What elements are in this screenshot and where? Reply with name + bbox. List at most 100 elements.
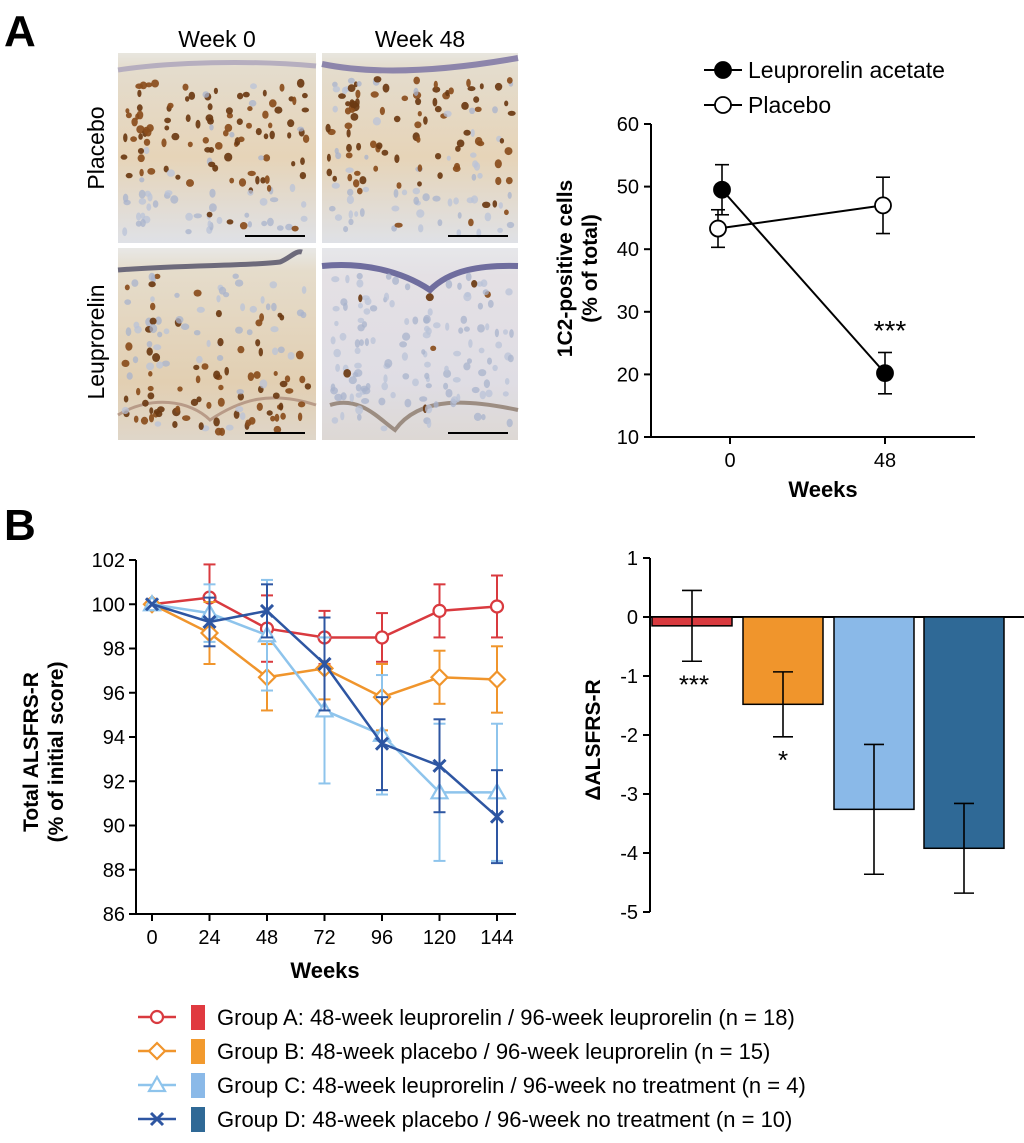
- micrograph-leuprorelin-week0: [117, 248, 317, 440]
- cell-nucleus: [215, 142, 223, 150]
- cell-nucleus: [434, 105, 442, 113]
- cell-nucleus: [507, 110, 516, 116]
- marker-x: [432, 758, 447, 773]
- cell-nucleus: [504, 209, 509, 216]
- cell-nucleus: [139, 177, 145, 183]
- cell-nucleus: [470, 129, 475, 137]
- cell-nucleus: [466, 78, 471, 88]
- micrograph-placebo-week0: [117, 53, 317, 243]
- cell-nucleus: [163, 165, 169, 173]
- cell-nucleus: [266, 184, 272, 192]
- cell-nucleus: [452, 165, 461, 172]
- cell-nucleus: [208, 147, 215, 153]
- cell-nucleus: [146, 341, 153, 348]
- cell-nucleus: [443, 110, 452, 118]
- cell-nucleus: [465, 272, 472, 282]
- legend-label: Group D: 48-week placebo / 96-week no tr…: [217, 1107, 792, 1132]
- cell-nucleus: [414, 121, 422, 129]
- cell-nucleus: [455, 145, 461, 152]
- cell-nucleus: [217, 397, 225, 407]
- cell-nucleus: [502, 391, 509, 397]
- cell-nucleus: [138, 198, 147, 205]
- cell-nucleus: [147, 385, 154, 392]
- cell-nucleus: [139, 81, 148, 90]
- cell-nucleus: [478, 347, 485, 354]
- cell-nucleus: [213, 417, 220, 427]
- cell-nucleus: [456, 393, 461, 403]
- cell-nucleus: [352, 372, 359, 378]
- cell-nucleus: [269, 130, 275, 140]
- cell-nucleus: [255, 128, 262, 136]
- cell-nucleus: [297, 401, 306, 408]
- chart-b-line: 86 88 90 92 94 96 98 100 102 0 24 48 72 96 120 144 Weeks…: [20, 550, 516, 983]
- cell-nucleus: [193, 289, 202, 297]
- cell-nucleus: [277, 346, 285, 354]
- cell-nucleus: [121, 359, 130, 367]
- cell-nucleus: [390, 391, 396, 399]
- series-line-0: [721, 189, 886, 374]
- cell-nucleus: [196, 396, 202, 403]
- cell-nucleus: [474, 137, 483, 146]
- cell-nucleus: [155, 316, 162, 325]
- cell-nucleus: [364, 297, 372, 306]
- cell-nucleus: [362, 186, 370, 193]
- cell-nucleus: [164, 117, 172, 124]
- cell-nucleus: [238, 178, 247, 187]
- cell-nucleus: [467, 358, 472, 364]
- cell-nucleus: [443, 382, 449, 390]
- cell-nucleus: [146, 203, 152, 211]
- cell-nucleus: [255, 339, 261, 347]
- cell-nucleus: [216, 295, 221, 303]
- cell-nucleus: [345, 152, 353, 159]
- cell-nucleus: [494, 82, 503, 91]
- cell-nucleus: [357, 413, 362, 421]
- cell-nucleus: [198, 422, 204, 430]
- cell-nucleus: [149, 317, 157, 325]
- cell-nucleus: [356, 272, 363, 280]
- cell-nucleus: [246, 122, 252, 129]
- cell-nucleus: [136, 125, 145, 134]
- cell-nucleus: [485, 323, 490, 331]
- cell-nucleus: [133, 415, 139, 423]
- y-tick-label: 86: [103, 904, 125, 926]
- cell-nucleus: [224, 123, 233, 132]
- cell-nucleus: [448, 87, 454, 95]
- cell-nucleus: [273, 425, 282, 434]
- cell-nucleus: [217, 338, 224, 347]
- cell-nucleus: [239, 412, 246, 420]
- cell-nucleus: [370, 140, 377, 149]
- cell-nucleus: [499, 138, 505, 144]
- cell-nucleus: [334, 214, 343, 221]
- cell-nucleus: [444, 365, 449, 372]
- cell-nucleus: [413, 196, 420, 205]
- cell-nucleus: [463, 362, 471, 371]
- cell-nucleus: [468, 339, 473, 348]
- x-tick-label: 0: [146, 927, 157, 949]
- cell-nucleus: [424, 325, 430, 332]
- cell-nucleus: [456, 229, 462, 237]
- cell-nucleus: [460, 315, 468, 324]
- cell-nucleus: [509, 329, 514, 338]
- cell-nucleus: [207, 103, 213, 111]
- cell-nucleus: [213, 87, 218, 95]
- cell-nucleus: [394, 154, 400, 163]
- cell-nucleus: [263, 154, 271, 162]
- cell-nucleus: [284, 375, 291, 383]
- cell-nucleus: [271, 302, 277, 312]
- cell-nucleus: [134, 325, 142, 334]
- cell-nucleus: [259, 379, 268, 389]
- cell-nucleus: [425, 383, 432, 389]
- cell-nucleus: [170, 195, 179, 204]
- cell-nucleus: [193, 364, 200, 371]
- cell-nucleus: [261, 220, 268, 227]
- y-tick-label: 10: [617, 427, 639, 449]
- y-axis-title: 1C2-positive cells: [554, 180, 577, 357]
- legend-label: Group C: 48-week leuprorelin / 96-week n…: [217, 1073, 806, 1098]
- cell-nucleus: [385, 273, 392, 280]
- cell-nucleus: [242, 91, 250, 98]
- cell-nucleus: [232, 273, 239, 279]
- cell-nucleus: [346, 128, 351, 138]
- cell-nucleus: [447, 198, 453, 207]
- cell-nucleus: [265, 303, 271, 311]
- legend-swatch: [191, 1005, 205, 1030]
